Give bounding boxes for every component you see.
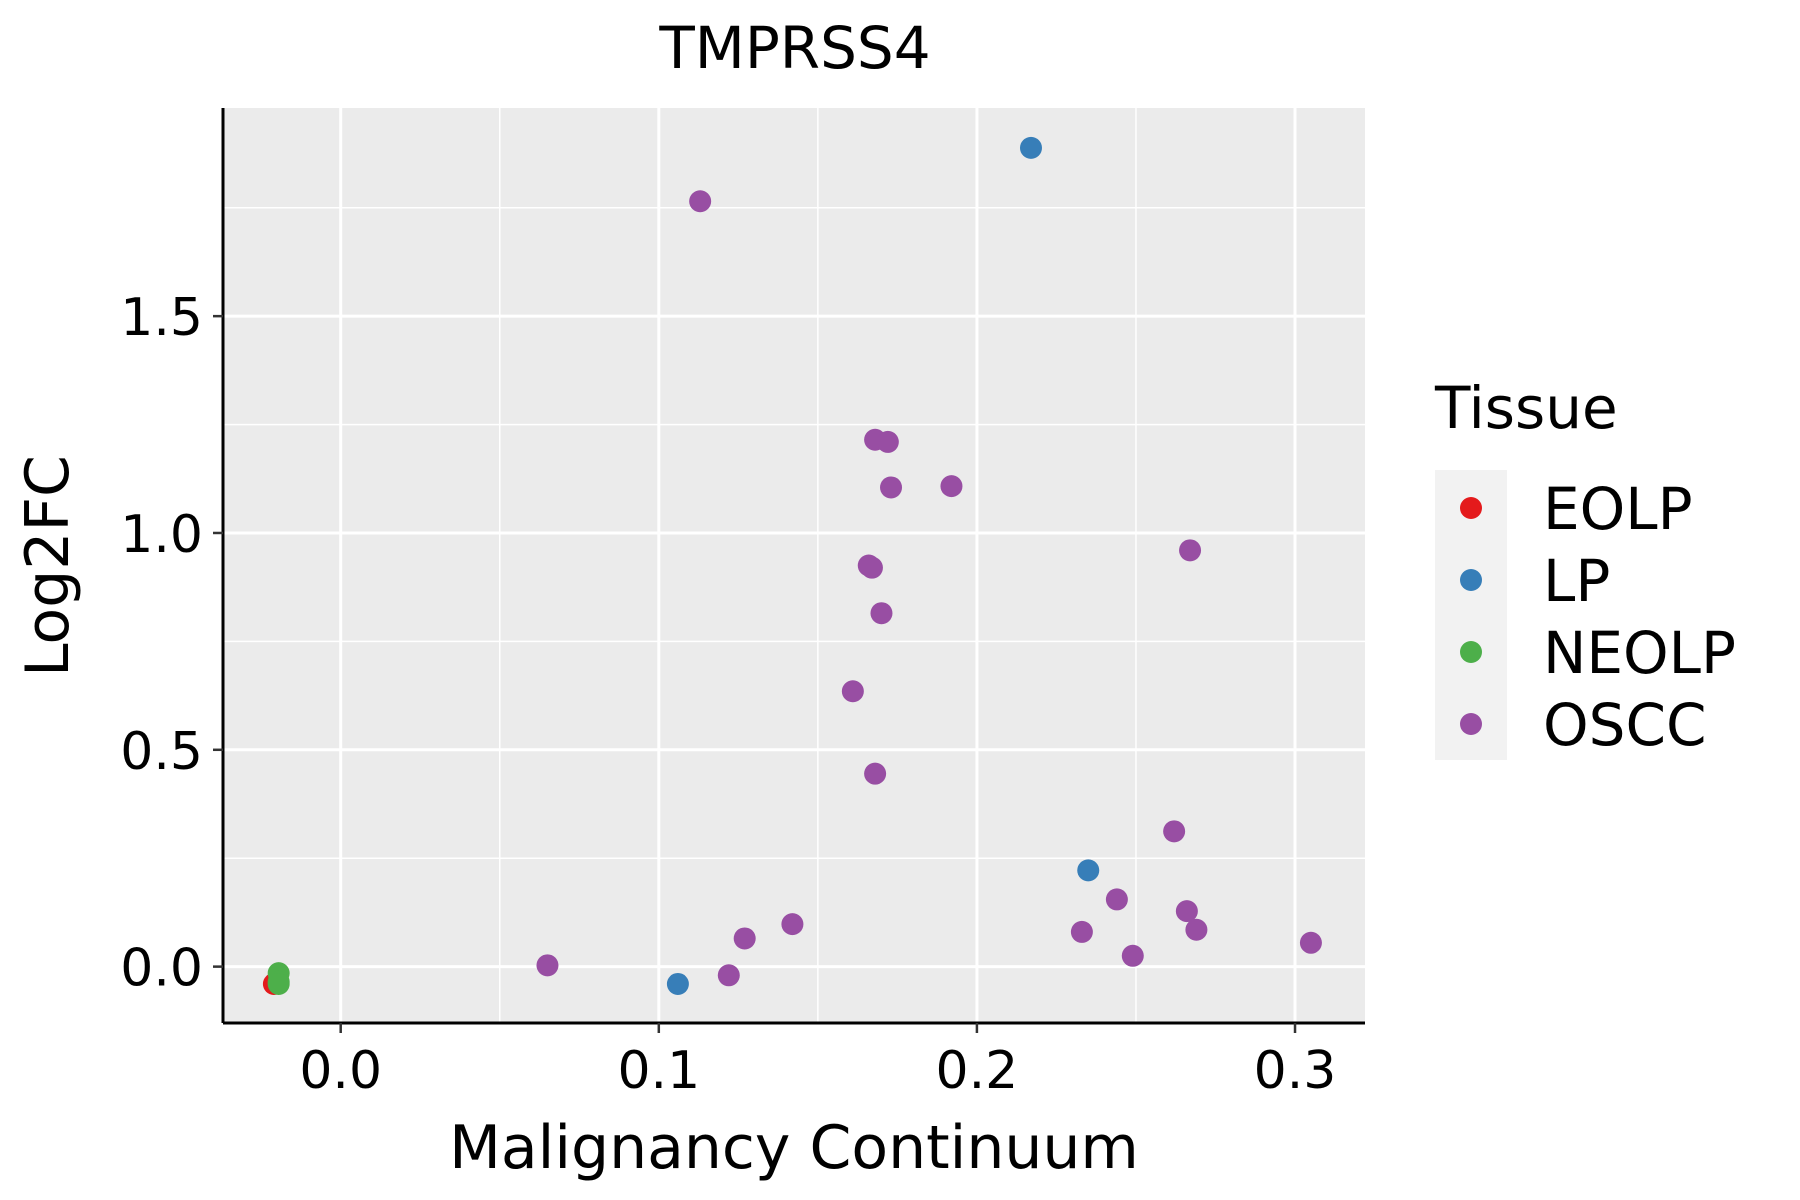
data-point-oscc bbox=[864, 762, 887, 785]
legend-label-oscc: OSCC bbox=[1543, 691, 1706, 759]
data-point-oscc bbox=[689, 190, 712, 213]
data-point-oscc bbox=[880, 476, 903, 499]
legend-key-eolp bbox=[1460, 497, 1482, 519]
data-point-lp bbox=[1077, 859, 1100, 882]
x-tick-label: 0.2 bbox=[936, 1041, 1019, 1101]
legend-title: Tissue bbox=[1434, 374, 1618, 442]
data-point-oscc bbox=[1175, 900, 1198, 923]
x-tick-label: 0.1 bbox=[617, 1041, 700, 1101]
legend-key-oscc bbox=[1460, 713, 1482, 735]
x-axis-ticks: 0.0 0.1 0.2 0.3 bbox=[299, 1023, 1336, 1101]
data-point-neolp bbox=[267, 972, 290, 995]
data-point-oscc bbox=[940, 475, 963, 498]
data-point-lp bbox=[666, 972, 689, 995]
data-point-oscc bbox=[1299, 931, 1322, 954]
data-point-oscc bbox=[1121, 944, 1144, 967]
y-tick-label: 0.5 bbox=[120, 722, 203, 782]
y-tick-label: 0.0 bbox=[120, 939, 203, 999]
legend-label-lp: LP bbox=[1543, 547, 1610, 615]
legend-label-neolp: NEOLP bbox=[1543, 619, 1736, 687]
data-point-oscc bbox=[781, 913, 804, 936]
x-tick-label: 0.0 bbox=[299, 1041, 382, 1101]
chart-title: TMPRSS4 bbox=[658, 14, 930, 82]
y-axis-ticks: 0.0 0.5 1.0 1.5 bbox=[120, 288, 223, 999]
data-point-oscc bbox=[1185, 918, 1208, 941]
legend-key-neolp bbox=[1460, 641, 1482, 663]
data-point-oscc bbox=[1070, 920, 1093, 943]
major-gridlines bbox=[223, 108, 1365, 1023]
data-point-oscc bbox=[876, 430, 899, 453]
y-tick-label: 1.0 bbox=[120, 505, 203, 565]
data-points bbox=[262, 136, 1322, 995]
data-point-oscc bbox=[717, 964, 740, 987]
data-point-oscc bbox=[1179, 539, 1202, 562]
data-point-oscc bbox=[860, 556, 883, 579]
x-axis-title: Malignancy Continuum bbox=[449, 1113, 1139, 1183]
x-tick-label: 0.3 bbox=[1254, 1041, 1337, 1101]
data-point-oscc bbox=[1105, 888, 1128, 911]
data-point-oscc bbox=[536, 954, 559, 977]
minor-gridlines bbox=[223, 108, 1365, 1023]
y-tick-label: 1.5 bbox=[120, 288, 203, 348]
y-axis-title: Log2FC bbox=[13, 455, 83, 677]
data-point-oscc bbox=[870, 602, 893, 625]
data-point-oscc bbox=[1163, 820, 1186, 843]
legend-key-lp bbox=[1460, 569, 1482, 591]
legend-label-eolp: EOLP bbox=[1543, 475, 1693, 543]
data-point-oscc bbox=[733, 927, 756, 950]
data-point-lp bbox=[1019, 136, 1042, 159]
plot-panel bbox=[223, 108, 1365, 1023]
data-point-oscc bbox=[841, 680, 864, 703]
